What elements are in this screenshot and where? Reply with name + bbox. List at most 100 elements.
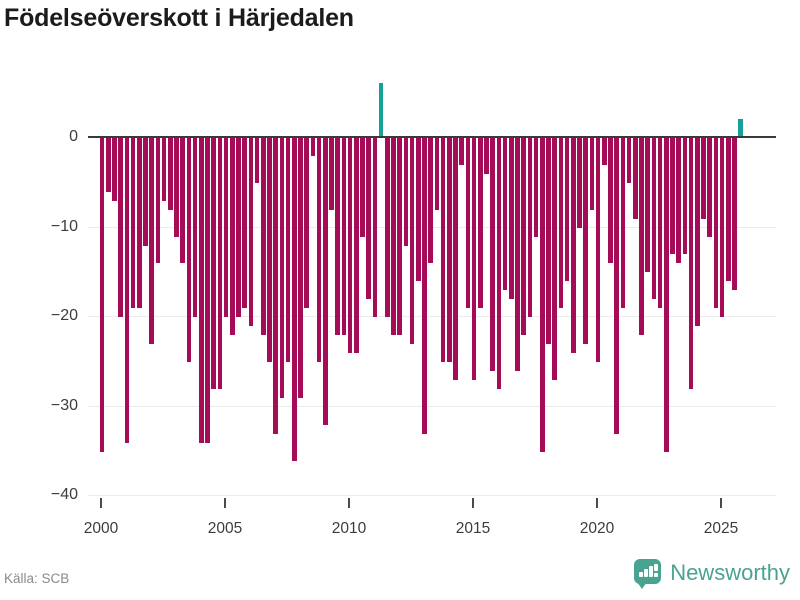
x-axis-tick-mark	[472, 498, 474, 508]
chart-bar-2003-q2	[180, 138, 185, 264]
chart-bar-2020-q4	[614, 138, 619, 434]
logo-mini-bar	[644, 569, 648, 577]
chart-bar-2008-q1	[298, 138, 303, 398]
chart-bar-2014-q1	[447, 138, 452, 362]
chart-bar-2019-q4	[589, 138, 595, 210]
chart-bar-2016-q1	[496, 138, 502, 389]
logo-mini-bar	[649, 566, 653, 577]
chart-bar-2008-q4	[316, 138, 322, 362]
chart-bar-2024-q4	[713, 138, 719, 309]
chart-bar-2025-q4	[738, 119, 743, 137]
x-axis-tick-mark	[348, 498, 350, 508]
chart-bar-2009-q1	[323, 138, 328, 425]
chart-bar-2018-q3	[558, 138, 564, 309]
chart-bar-2012-q1	[397, 138, 402, 336]
chart-bar-2013-q2	[428, 138, 433, 264]
chart-bar-2014-q3	[459, 138, 464, 165]
chart-bar-2012-q2	[403, 138, 409, 246]
chart-bar-2021-q1	[620, 138, 626, 309]
chart-bar-2014-q2	[453, 138, 458, 380]
chart-bar-2003-q3	[186, 138, 192, 362]
chart-bar-2007-q1	[273, 138, 278, 434]
chart-bar-2024-q1	[695, 138, 700, 327]
chart-bar-2021-q3	[633, 138, 638, 219]
x-axis-tick-mark	[720, 498, 722, 508]
chart-bar-2010-q2	[354, 138, 359, 354]
y-axis-tick-label: −10	[50, 217, 78, 235]
zero-axis-line	[88, 136, 776, 138]
chart-bar-2004-q2	[205, 138, 210, 443]
x-axis-tick-label: 2010	[331, 520, 367, 537]
chart-bar-2001-q1	[124, 138, 130, 443]
x-axis-tick-mark	[100, 498, 102, 508]
chart-bar-2018-q2	[552, 138, 557, 380]
chart-bar-2001-q4	[143, 138, 148, 246]
chart-bar-2022-q4	[664, 138, 669, 452]
chart-bar-2000-q4	[118, 138, 123, 318]
chart-bar-2023-q2	[676, 138, 681, 264]
chart-bar-2004-q3	[211, 138, 216, 389]
newsworthy-logo-icon	[634, 559, 662, 589]
chart-bar-2024-q3	[707, 138, 712, 237]
chart-bar-2006-q1	[248, 138, 254, 327]
chart-bar-2011-q4	[391, 138, 396, 336]
chart-bar-2017-q4	[540, 138, 545, 452]
chart-bar-2002-q3	[161, 138, 167, 201]
chart-bar-2012-q3	[409, 138, 415, 345]
chart-bar-2025-q3	[732, 138, 737, 291]
source-attribution: Källa: SCB	[4, 571, 70, 586]
chart-bar-2005-q1	[223, 138, 229, 318]
x-axis-tick-label: 2020	[579, 520, 615, 537]
chart-bar-2023-q4	[688, 138, 694, 389]
gridline	[88, 495, 776, 497]
chart-bar-2003-q1	[174, 138, 179, 237]
logo-exclamation-dot	[654, 573, 658, 577]
chart-bar-2019-q2	[577, 138, 582, 228]
chart-bar-2002-q4	[168, 138, 173, 210]
chart-bar-2009-q3	[335, 138, 340, 336]
gridline	[88, 316, 776, 318]
chart-bar-2015-q4	[490, 138, 495, 371]
x-axis-tick-label: 2005	[207, 520, 243, 537]
chart-bar-2020-q2	[602, 138, 607, 165]
chart-bar-2010-q1	[347, 138, 353, 354]
bar-chart-plot-area: 0 −10 −20 −30 −40 2000 2005 2010 2015 2020 2025	[50, 83, 776, 537]
chart-bar-2025-q2	[726, 138, 731, 282]
chart-bar-2011-q2	[378, 83, 384, 137]
chart-bar-2004-q1	[199, 138, 204, 443]
chart-bar-2021-q2	[626, 138, 632, 183]
y-axis-tick-label: −20	[50, 307, 78, 325]
chart-bar-2019-q3	[583, 138, 588, 345]
chart-bar-2010-q4	[366, 138, 371, 300]
chart-bar-2023-q3	[682, 138, 688, 255]
chart-bar-2001-q2	[130, 138, 136, 309]
x-axis-tick-label: 2000	[83, 520, 119, 537]
chart-bar-2014-q4	[465, 138, 471, 309]
chart-bar-2007-q2	[279, 138, 285, 398]
chart-bar-2013-q4	[440, 138, 446, 362]
logo-mini-bar	[639, 572, 643, 577]
chart-bar-2015-q1	[471, 138, 477, 380]
chart-bar-2024-q2	[701, 138, 706, 219]
chart-bar-2018-q4	[564, 138, 570, 282]
chart-bar-2022-q3	[657, 138, 663, 309]
chart-bar-2003-q4	[192, 138, 198, 318]
chart-bar-2002-q1	[149, 138, 154, 345]
chart-bar-2009-q2	[329, 138, 334, 210]
chart-bar-2000-q1	[99, 138, 105, 452]
chart-bar-2000-q2	[106, 138, 111, 192]
chart-bar-2020-q3	[608, 138, 613, 264]
chart-bar-2013-q1	[422, 138, 427, 434]
chart-bar-2015-q2	[478, 138, 483, 309]
logo-speech-bubble	[634, 559, 662, 584]
newsworthy-branding: Newsworthy	[634, 559, 790, 589]
chart-bar-2025-q1	[719, 138, 725, 318]
chart-bar-2022-q2	[651, 138, 657, 300]
chart-bar-2019-q1	[571, 138, 576, 354]
chart-bar-2011-q3	[385, 138, 390, 318]
chart-bar-2008-q2	[304, 138, 309, 309]
chart-bar-2005-q4	[242, 138, 247, 309]
chart-title: Födelseöverskott i Härjedalen	[4, 4, 354, 32]
y-axis-tick-label: 0	[69, 128, 78, 145]
chart-bar-2005-q3	[236, 138, 241, 318]
